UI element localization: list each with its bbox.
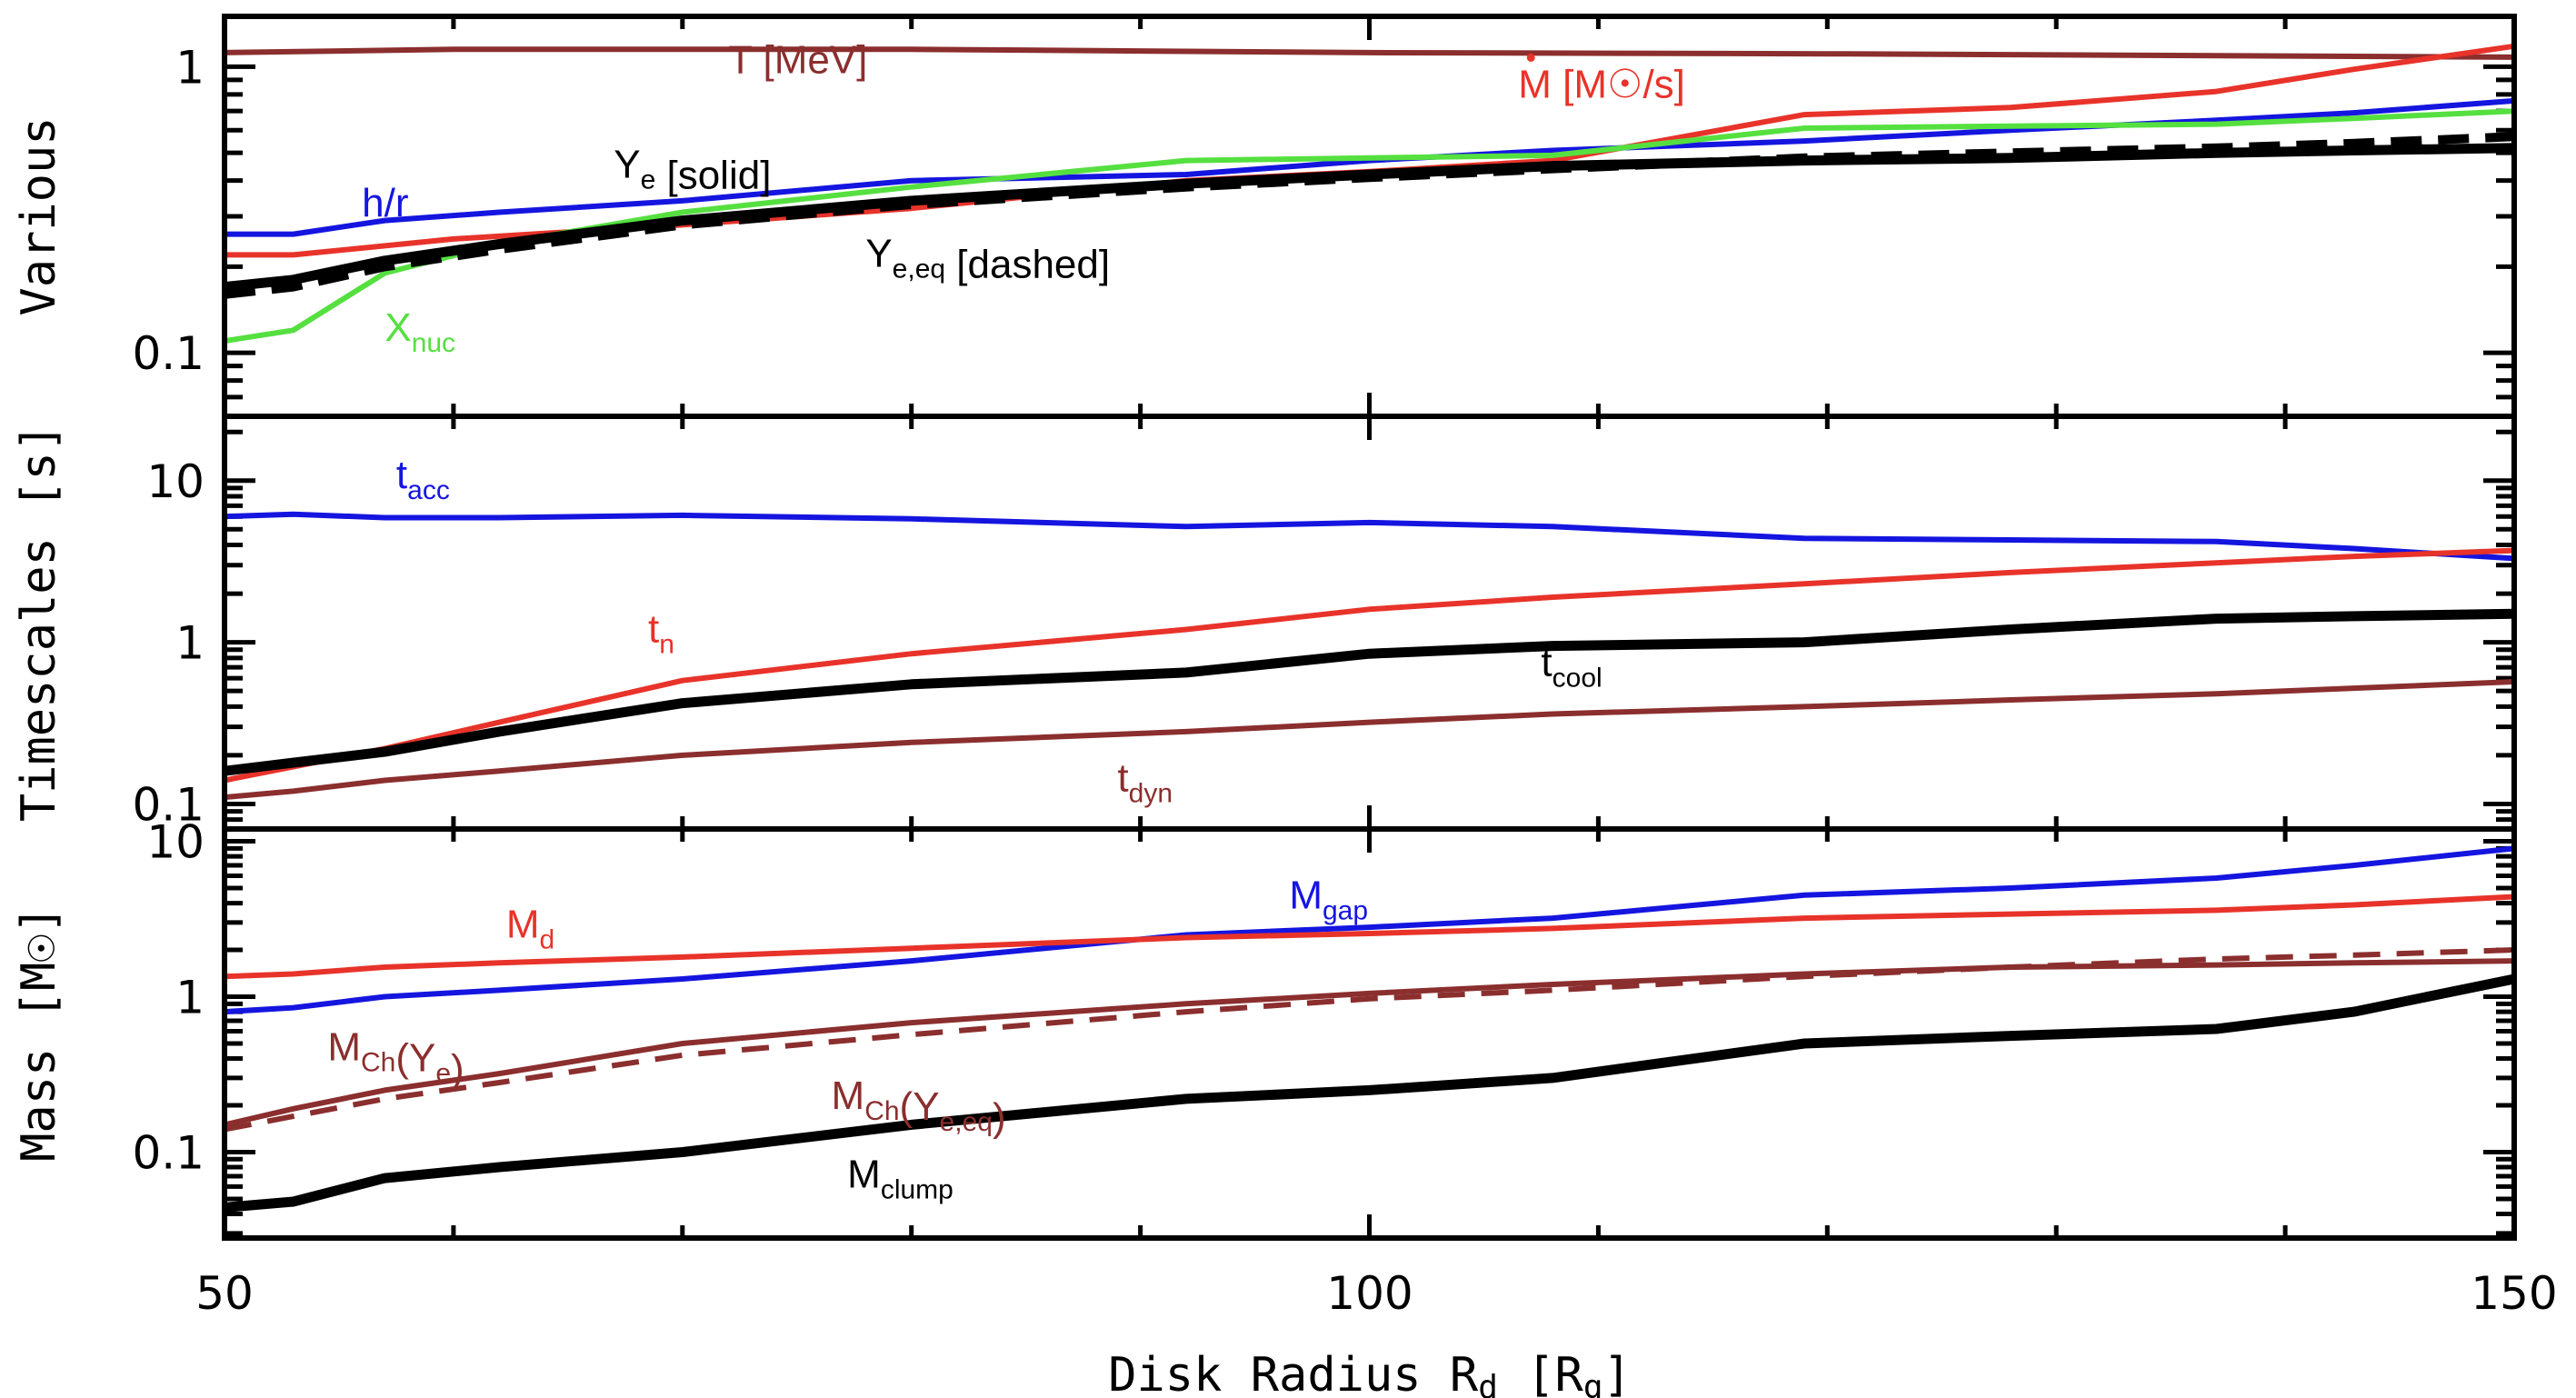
series-m-ch-y-e- [224, 958, 2515, 1128]
label-t-cool: tcool [1541, 641, 1602, 694]
label-m-ch-y-e-eq-: MCh(Ye,eq) [832, 1073, 1006, 1140]
label-m-ch-y-e-: MCh(Ye) [327, 1024, 464, 1091]
series-m-d [224, 894, 2515, 980]
y-tick-label-mass-10: 10 [146, 816, 205, 869]
y-tick-label-various-1: 1 [175, 41, 205, 94]
mdot-dot-mark [1526, 53, 1535, 62]
panel-timescales: 0.1 1 10 Timescales [s] tacc tn tcool tdyn [12, 414, 2517, 832]
series-t-acc [224, 511, 2515, 562]
y-axis-title-timescales: Timescales [s] [12, 424, 66, 822]
label-mdot-m-sun-s-: M [M☉/s] [1518, 62, 1685, 106]
label-t-mev-: T [MeV] [728, 37, 867, 82]
panels-layer: 0.1 1 Various T [MeV] M [M☉/s] h/r Ye [solid] Y… [12, 14, 2517, 1241]
panel-frame-mass [222, 826, 2517, 1241]
label-m-d: Md [506, 903, 554, 955]
y-tick-label-timescales-1: 1 [175, 617, 205, 670]
series-m-clump [224, 974, 2516, 1213]
label-x-nuc: Xnuc [384, 305, 455, 358]
y-tick-label-mass-0.1: 0.1 [132, 1126, 205, 1179]
y-axis-title-various: Various [12, 116, 66, 315]
series-t-mev- [224, 46, 2515, 60]
y-tick-label-timescales-0.1: 0.1 [132, 778, 205, 831]
label-m-gap: Mgap [1289, 873, 1368, 925]
label-m-clump: Mclump [847, 1153, 954, 1205]
label-y-e-solid-: Ye [solid] [614, 142, 771, 197]
y-tick-label-timescales-10: 10 [146, 455, 205, 508]
series-m-ch-y-e-eq- [224, 947, 2515, 1133]
label-t-acc: tacc [396, 453, 450, 505]
label-t-n: tn [648, 607, 674, 660]
x-tick-label-150: 150 [2471, 1267, 2557, 1320]
series-x-nuc [224, 108, 2515, 345]
series-t-dyn [224, 679, 2515, 801]
series-m-gap [224, 845, 2515, 1015]
x-tick-label-100: 100 [1326, 1267, 1413, 1320]
series-t-cool [224, 608, 2515, 776]
panel-mass: 0.1 1 10 Mass [M☉] Mgap Md MCh(Ye) MCh(Ye,eq) Mc… [12, 816, 2517, 1241]
label-t-dyn: tdyn [1117, 755, 1173, 808]
series-y-e-eq-dashed- [224, 132, 2515, 299]
x-axis-title: Disk Radius Rd [Rg] [1108, 1348, 1632, 1398]
x-tick-label-50: 50 [195, 1267, 254, 1320]
label-h-r: h/r [362, 181, 408, 225]
y-tick-label-mass-1: 1 [175, 972, 205, 1024]
panel-various: 0.1 1 Various T [MeV] M [M☉/s] h/r Ye [solid] Y… [12, 14, 2517, 419]
label-y-e-eq-dashed-: Ye,eq [dashed] [865, 231, 1110, 286]
x-axis: 50 100 150 Disk Radius Rd [Rg] [195, 1267, 2558, 1398]
y-axis-title-mass: Mass [M☉] [12, 905, 66, 1162]
y-tick-label-various-0.1: 0.1 [132, 327, 205, 380]
